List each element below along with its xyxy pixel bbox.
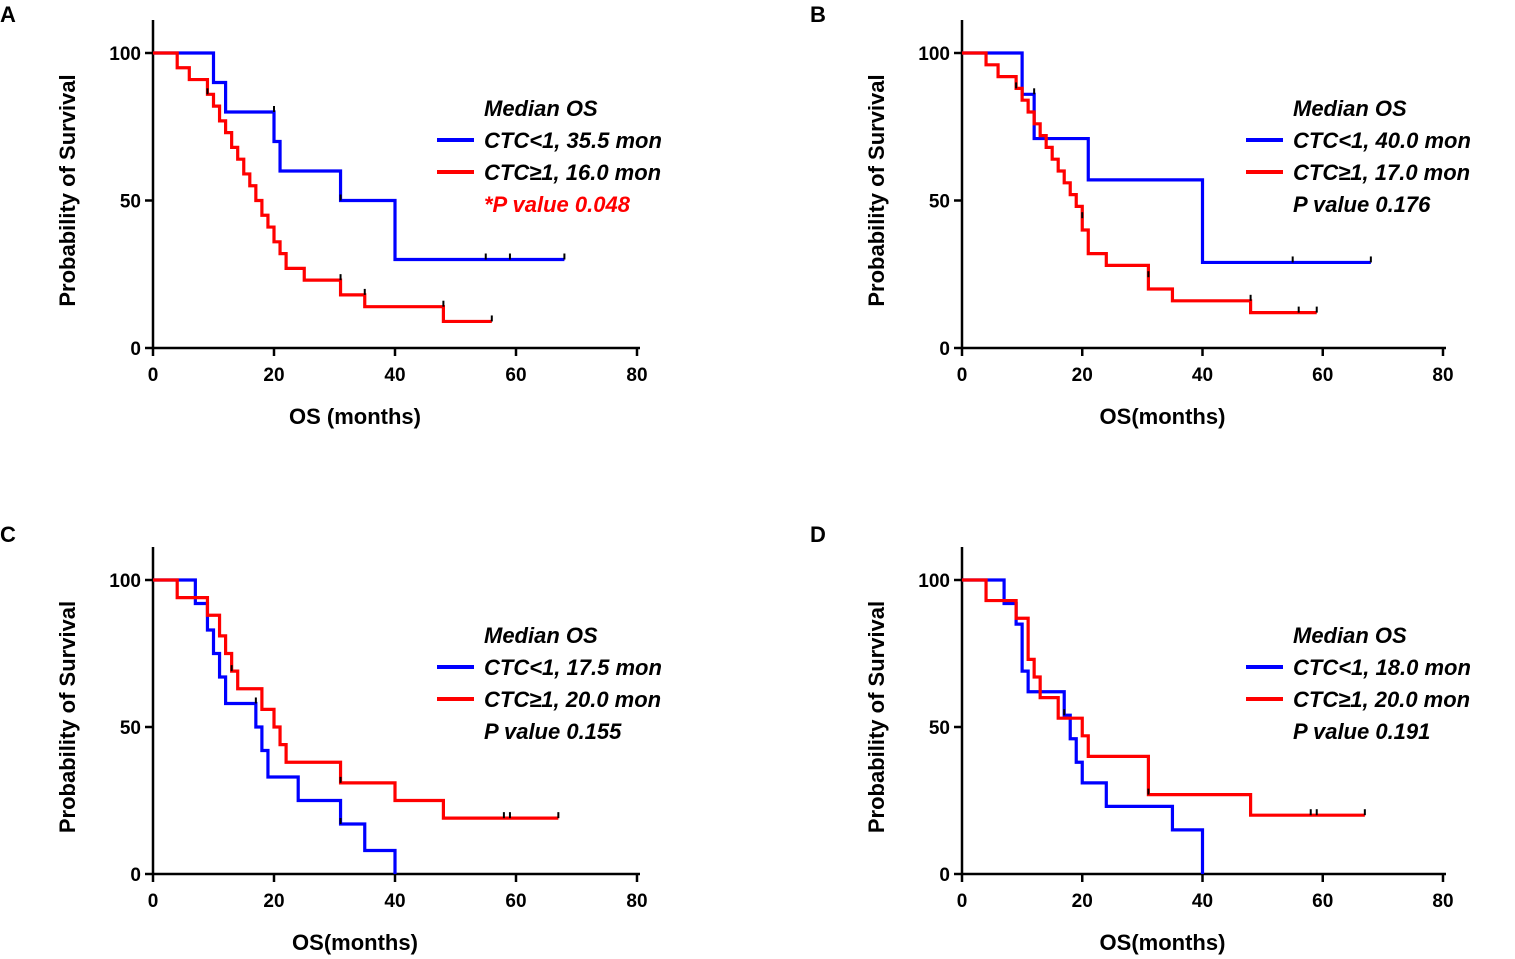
p-value-label: P value 0.191 [1293,719,1430,744]
x-tick-label: 20 [263,365,284,386]
y-axis-title: Probability of Survival [55,74,80,306]
panel-letter: C [0,522,16,547]
legend-entry: CTC≥1, 16.0 mon [484,160,661,185]
x-tick-label: 20 [263,891,284,912]
legend-title: Median OS [1293,623,1407,648]
x-tick-label: 20 [1072,365,1093,386]
series-ctc-ge1 [153,51,493,324]
series-ctc-lt1 [153,578,397,874]
y-axis-title: Probability of Survival [55,601,80,833]
legend: Median OS CTC<1, 35.5 mon CTC≥1, 16.0 mon *… [437,96,662,217]
x-tick-label: 40 [384,891,405,912]
p-value-label: *P value 0.048 [484,192,631,217]
x-tick-label: 40 [1192,365,1213,386]
y-tick-label: 50 [120,192,141,213]
survival-curve [153,578,559,820]
x-tick-label: 40 [384,365,405,386]
survival-curve [153,51,492,324]
x-tick-label: 80 [1432,365,1453,386]
y-tick-label: 50 [120,718,141,739]
y-tick-label: 0 [939,865,950,886]
series-ctc-lt1 [153,51,566,262]
x-axis-title: OS(months) [1100,404,1226,429]
survival-curve [962,51,1371,265]
panel-d: D 0 20 40 60 80 0 50 100 OS(months) Probability of… [810,522,1471,955]
legend-entry: CTC≥1, 20.0 mon [484,687,661,712]
x-tick-label: 60 [1312,365,1333,386]
y-tick-label: 0 [130,339,141,360]
legend-entry: CTC<1, 35.5 mon [484,128,662,153]
x-tick-label: 0 [957,365,968,386]
x-axis-title: OS(months) [1100,930,1226,955]
x-tick-label: 60 [505,891,526,912]
panel-letter: A [0,2,16,27]
p-value-label: P value 0.176 [1293,192,1431,217]
legend-entry: CTC≥1, 17.0 mon [1293,160,1470,185]
p-value-label: P value 0.155 [484,719,622,744]
x-tick-label: 60 [1312,891,1333,912]
legend: Median OS CTC<1, 17.5 mon CTC≥1, 20.0 mon P… [437,623,662,744]
x-tick-label: 80 [626,891,647,912]
survival-curve [962,578,1365,817]
legend-title: Median OS [484,623,598,648]
x-tick-label: 0 [148,891,159,912]
legend-entry: CTC<1, 40.0 mon [1293,128,1471,153]
x-tick-label: 0 [957,891,968,912]
y-tick-label: 0 [939,339,950,360]
series-ctc-lt1 [962,51,1372,265]
y-tick-label: 0 [130,865,141,886]
x-tick-label: 20 [1072,891,1093,912]
legend: Median OS CTC<1, 18.0 mon CTC≥1, 20.0 mon P… [1246,623,1471,744]
panel-letter: B [810,2,826,27]
panel-a: A 0 20 40 60 80 0 50 100 OS (months) Probability o… [0,2,662,429]
panel-b: B 0 20 40 60 80 0 50 100 OS(months) Probability of… [810,2,1471,429]
y-tick-label: 100 [109,44,141,65]
y-tick-label: 100 [109,571,141,592]
y-tick-label: 100 [918,571,950,592]
y-tick-label: 100 [918,44,950,65]
y-axis-title: Probability of Survival [864,601,889,833]
legend-entry: CTC<1, 18.0 mon [1293,655,1471,680]
panel-c: C 0 20 40 60 80 0 50 100 OS(months) Probability of… [0,522,662,955]
series-ctc-ge1 [962,578,1366,817]
x-tick-label: 80 [1432,891,1453,912]
series-ctc-ge1 [153,578,560,820]
y-tick-label: 50 [929,192,950,213]
legend-title: Median OS [1293,96,1407,121]
panel-letter: D [810,522,826,547]
legend-entry: CTC≥1, 20.0 mon [1293,687,1470,712]
y-axis-title: Probability of Survival [864,74,889,306]
x-tick-label: 80 [626,365,647,386]
x-tick-label: 40 [1192,891,1213,912]
survival-curve [153,51,565,262]
legend: Median OS CTC<1, 40.0 mon CTC≥1, 17.0 mon P… [1246,96,1471,217]
x-axis-title: OS(months) [292,930,418,955]
x-tick-label: 0 [148,365,159,386]
legend-title: Median OS [484,96,598,121]
x-tick-label: 60 [505,365,526,386]
survival-curve [962,51,1317,315]
legend-entry: CTC<1, 17.5 mon [484,655,662,680]
series-ctc-ge1 [962,51,1318,315]
y-tick-label: 50 [929,718,950,739]
x-axis-title: OS (months) [289,404,421,429]
